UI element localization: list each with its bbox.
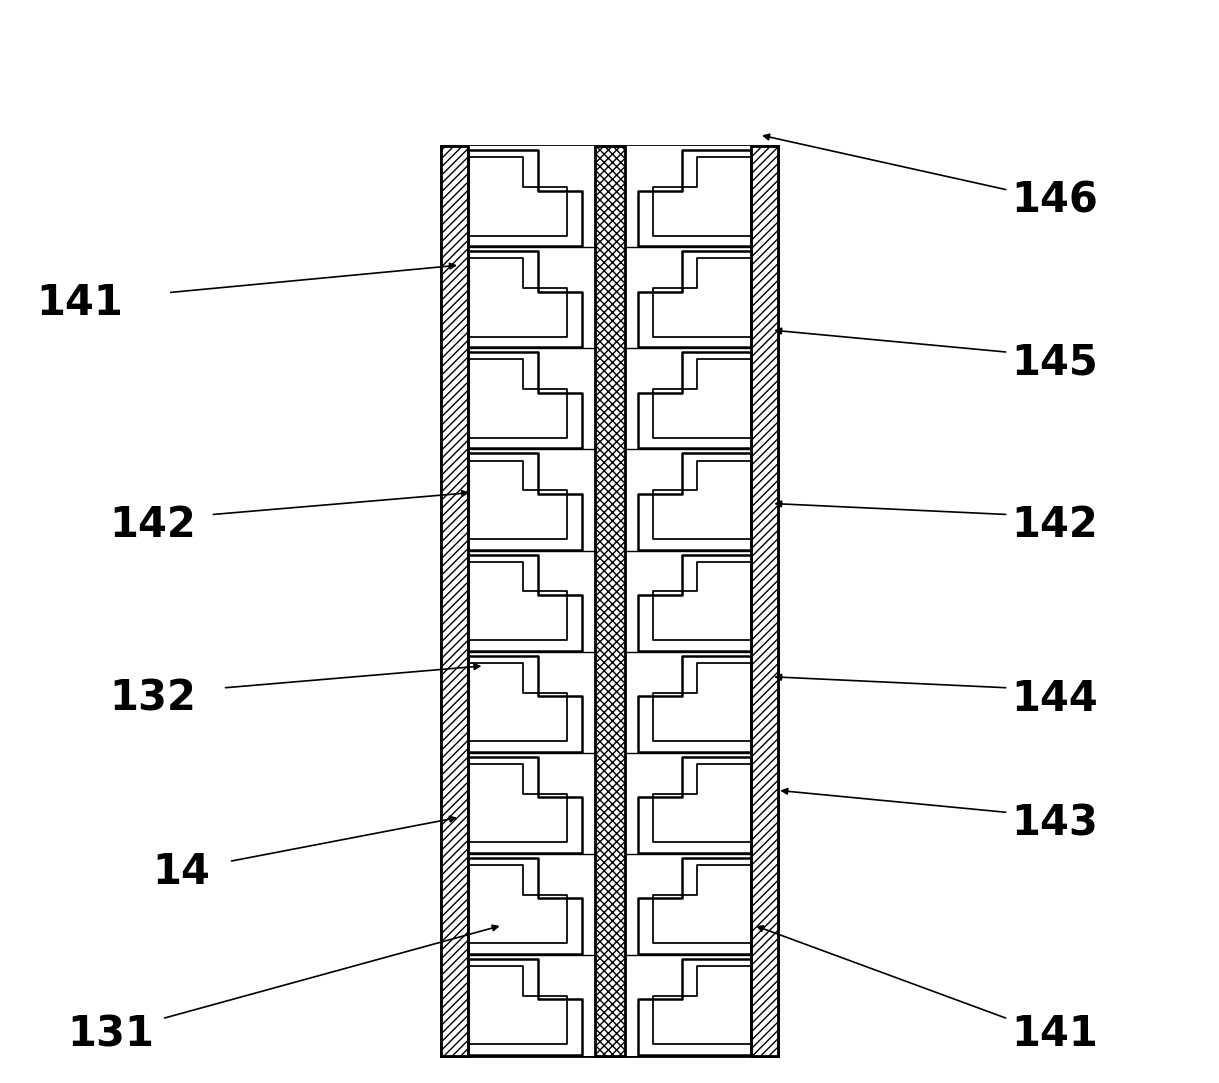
Text: 142: 142 (110, 505, 196, 546)
Text: 142: 142 (1012, 505, 1098, 546)
Text: 145: 145 (1012, 342, 1098, 383)
Bar (751, 146, 778, 1056)
Bar (441, 146, 468, 1056)
Text: 132: 132 (110, 678, 196, 719)
Text: 14: 14 (152, 851, 210, 892)
Text: 131: 131 (67, 1014, 154, 1055)
Text: 143: 143 (1012, 803, 1098, 844)
Text: 141: 141 (37, 283, 123, 324)
Bar (441, 146, 778, 1056)
Bar (595, 146, 625, 1056)
Text: 141: 141 (1012, 1014, 1098, 1055)
Bar (625, 146, 751, 1056)
Text: 144: 144 (1012, 678, 1098, 719)
Text: 146: 146 (1012, 180, 1098, 221)
Bar (468, 146, 595, 1056)
